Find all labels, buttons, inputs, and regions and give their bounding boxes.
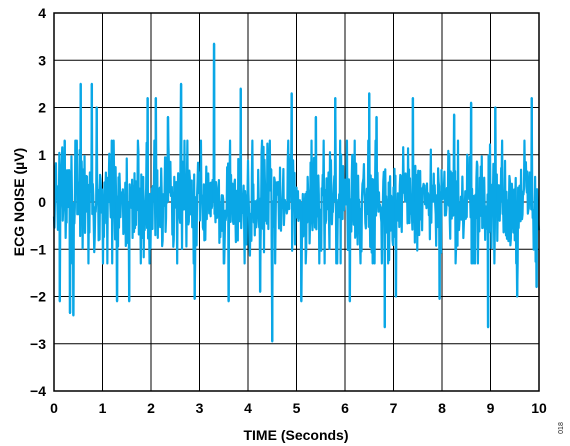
y-tick-label-0: 4 [38,5,46,21]
x-tick-label-1: 1 [99,400,107,416]
x-tick-label-10: 10 [531,400,547,416]
x-tick-label-0: 0 [50,400,58,416]
x-tick-labels: 0 1 2 3 4 5 6 7 8 9 10 [50,400,547,416]
y-tick-label-1: 3 [38,52,46,68]
x-tick-label-4: 4 [244,400,252,416]
series-layer [52,42,541,343]
y-tick-label-6: −2 [30,289,46,305]
x-tick-label-8: 8 [438,400,446,416]
y-tick-label-5: −1 [30,241,46,257]
plot-frame [53,12,540,392]
figure-code: 018 [558,422,565,434]
plot-frame-layer [53,12,540,392]
x-tick-label-7: 7 [390,400,398,416]
x-tick-label-2: 2 [147,400,155,416]
y-tick-label-3: 1 [38,147,46,163]
x-tick-label-5: 5 [293,400,301,416]
y-tick-label-2: 2 [38,100,46,116]
x-tick-label-3: 3 [196,400,204,416]
ecg-noise-series-line [52,42,541,343]
x-axis-title: TIME (Seconds) [243,427,348,443]
y-tick-label-8: −4 [30,383,46,399]
y-tick-label-4: 0 [38,194,46,210]
x-tick-label-9: 9 [487,400,495,416]
x-tick-label-6: 6 [341,400,349,416]
y-tick-label-7: −3 [30,336,46,352]
y-axis-title: ECG NOISE (µV) [11,148,27,256]
y-tick-labels: 4 3 2 1 0 −1 −2 −3 −4 [30,5,46,399]
